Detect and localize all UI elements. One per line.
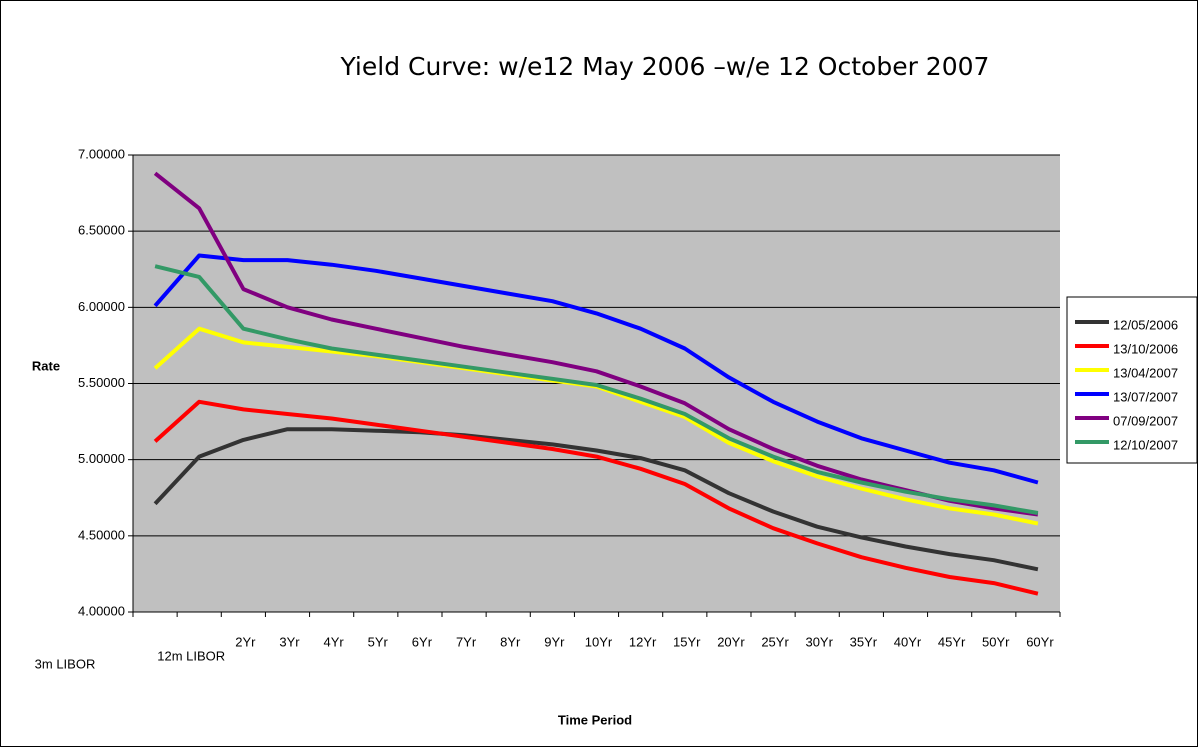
y-tick-label: 6.50000 <box>78 223 125 238</box>
series-line <box>153 399 1039 596</box>
legend-label: 13/04/2007 <box>1113 365 1178 380</box>
legend-label: 13/10/2006 <box>1113 341 1178 356</box>
legend-label: 07/09/2007 <box>1113 413 1178 428</box>
x-tick-label: 3Yr <box>279 634 300 649</box>
series-line <box>153 427 1039 572</box>
y-axis-label: Rate <box>32 358 60 373</box>
y-tick-label: 5.50000 <box>78 375 125 390</box>
x-tick-label: 60Yr <box>1026 634 1054 649</box>
x-tick-label: 9Yr <box>544 634 565 649</box>
chart-title: Yield Curve: w/e12 May 2006 –w/e 12 Octo… <box>340 52 990 81</box>
y-tick-label: 4.50000 <box>78 527 125 542</box>
x-tick-label: 15Yr <box>673 634 701 649</box>
x-tick-label: 30Yr <box>805 634 833 649</box>
series-line <box>153 253 1039 485</box>
x-tick-label: 40Yr <box>894 634 922 649</box>
legend-label: 12/10/2007 <box>1113 437 1178 452</box>
series-line <box>154 264 1039 515</box>
x-tick-label: 8Yr <box>500 634 521 649</box>
legend-label: 13/07/2007 <box>1113 389 1178 404</box>
x-tick-label: 25Yr <box>761 634 789 649</box>
x-tick-label: 7Yr <box>456 634 477 649</box>
legend-label: 12/05/2006 <box>1113 317 1178 332</box>
y-tick-label: 7.00000 <box>78 146 125 161</box>
x-tick-label: 50Yr <box>982 634 1010 649</box>
y-tick-label: 5.00000 <box>78 451 125 466</box>
x-tick-label: 6Yr <box>412 634 433 649</box>
x-tick-label: 12m LIBOR <box>157 648 225 663</box>
x-tick-label: 4Yr <box>324 634 345 649</box>
y-tick-label: 6.00000 <box>78 299 125 314</box>
x-tick-label: 3m LIBOR <box>35 656 96 671</box>
x-tick-label: 5Yr <box>368 634 389 649</box>
x-tick-label: 10Yr <box>585 634 613 649</box>
x-tick-label: 12Yr <box>629 634 657 649</box>
y-tick-label: 4.00000 <box>78 603 125 618</box>
x-tick-label: 45Yr <box>938 634 966 649</box>
x-tick-label: 2Yr <box>235 634 256 649</box>
x-axis-label: Time Period <box>558 712 632 727</box>
x-tick-label: 35Yr <box>850 634 878 649</box>
series-line <box>153 171 1039 517</box>
x-tick-label: 20Yr <box>717 634 745 649</box>
legend-box <box>1066 296 1198 464</box>
